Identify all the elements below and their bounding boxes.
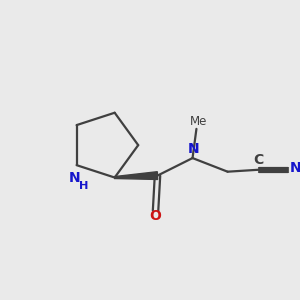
Text: C: C [254, 153, 264, 167]
Text: Me: Me [190, 115, 207, 128]
Text: N: N [69, 171, 80, 185]
Text: O: O [150, 209, 161, 224]
Polygon shape [115, 172, 158, 179]
Text: N: N [188, 142, 199, 156]
Text: N: N [290, 161, 300, 175]
Text: H: H [79, 181, 88, 190]
